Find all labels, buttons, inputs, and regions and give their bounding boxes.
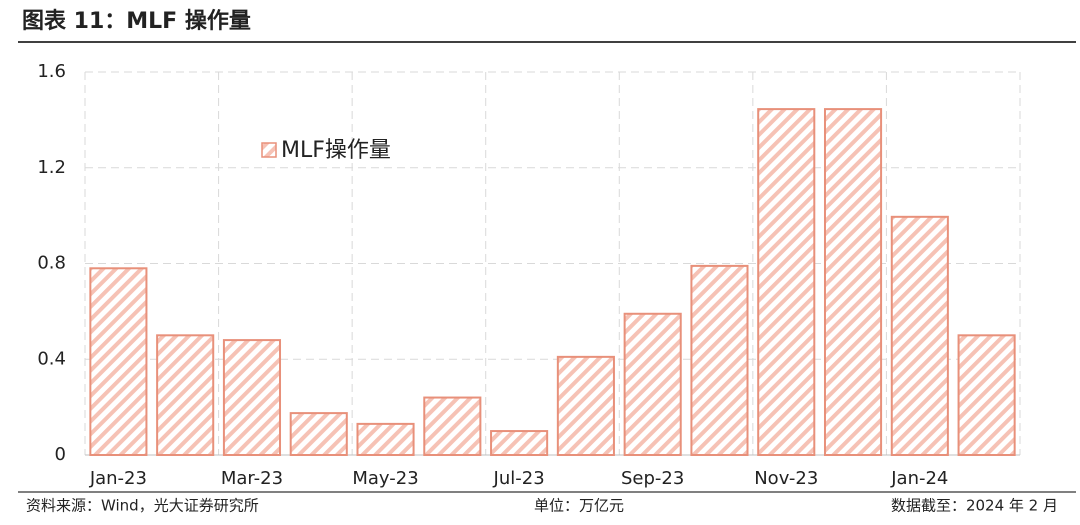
bar	[423, 396, 482, 456]
x-tick-label: Sep-23	[621, 468, 684, 489]
bar	[623, 312, 682, 456]
bar	[490, 430, 549, 456]
y-tick-label: 1.2	[37, 157, 66, 178]
bar	[89, 267, 148, 456]
bar	[757, 108, 816, 457]
x-tick-label: Nov-23	[754, 468, 818, 489]
y-tick-label: 0.8	[37, 253, 66, 274]
y-tick-label: 0.4	[37, 348, 66, 369]
x-tick-label: Jan-23	[89, 468, 147, 489]
chart-title: 图表 11：MLF 操作量	[22, 9, 251, 34]
bar	[156, 334, 215, 456]
legend-label: MLF操作量	[281, 138, 391, 163]
unit: 单位：万亿元	[534, 497, 624, 515]
note: 数据截至：2024 年 2 月	[891, 497, 1058, 515]
bar	[222, 339, 282, 457]
source: 资料来源：Wind，光大证券研究所	[26, 497, 259, 515]
bar	[356, 422, 415, 457]
bar	[890, 215, 949, 456]
x-tick-label: Jul-23	[493, 468, 545, 489]
y-tick-label: 0	[55, 444, 66, 465]
bar	[823, 108, 883, 457]
bar	[957, 334, 1016, 456]
y-tick-label: 1.6	[37, 61, 66, 82]
x-tick-label: May-23	[352, 468, 418, 489]
bar	[289, 412, 348, 456]
bar	[556, 355, 615, 457]
legend-swatch	[261, 142, 277, 158]
x-tick-label: Mar-23	[221, 468, 283, 489]
x-tick-label: Jan-24	[890, 468, 948, 489]
bar	[690, 264, 749, 456]
